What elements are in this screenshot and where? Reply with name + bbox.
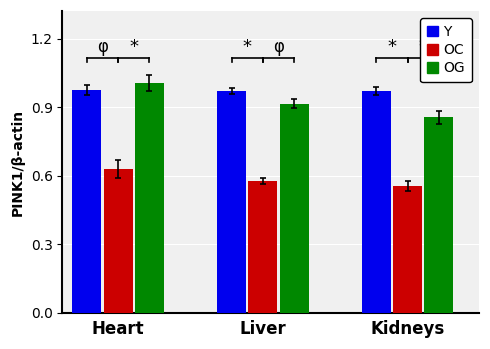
Text: φ: φ <box>97 38 108 56</box>
Text: φ: φ <box>273 38 284 56</box>
Bar <box>424 118 453 313</box>
Bar <box>248 181 277 313</box>
Text: *: * <box>419 38 428 56</box>
Bar <box>393 186 422 313</box>
Bar <box>103 169 133 313</box>
Bar <box>280 104 309 313</box>
Text: *: * <box>388 38 396 56</box>
Text: *: * <box>243 38 252 56</box>
Bar <box>135 83 164 313</box>
Bar <box>217 91 246 313</box>
Text: *: * <box>129 38 138 56</box>
Bar <box>73 90 101 313</box>
Y-axis label: PINK1/β-actin: PINK1/β-actin <box>11 109 25 216</box>
Legend: Y, OC, OG: Y, OC, OG <box>420 18 472 82</box>
Bar <box>362 91 391 313</box>
